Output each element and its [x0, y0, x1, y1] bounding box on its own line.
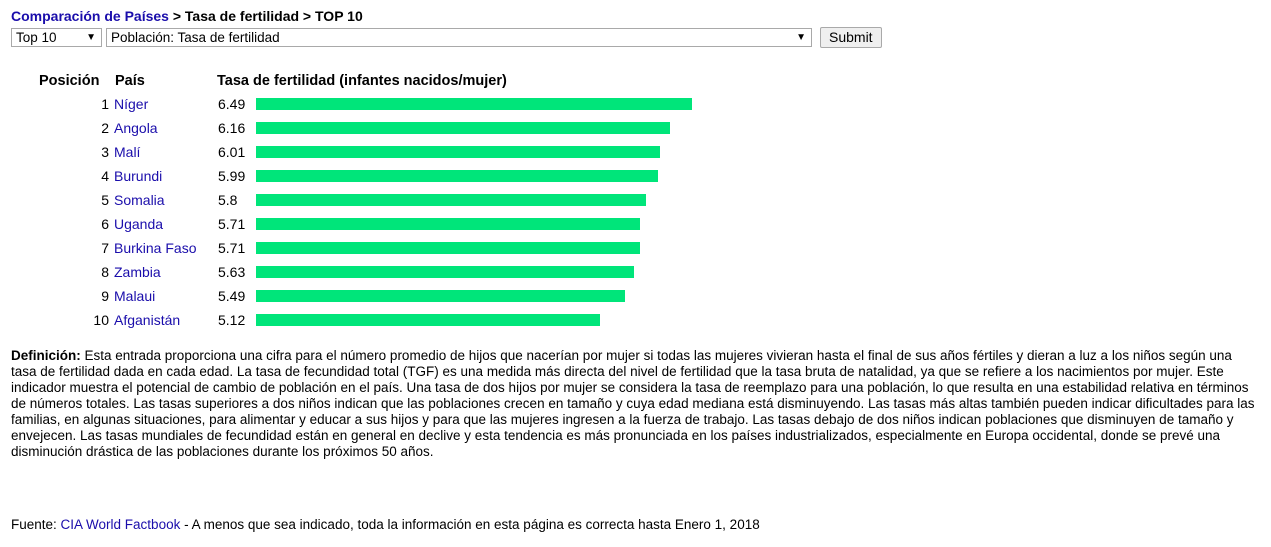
- rate-bar: [256, 170, 658, 182]
- rate-bar: [256, 146, 660, 158]
- definition-label: Definición:: [11, 348, 81, 363]
- breadcrumb-link-country-comparison[interactable]: Comparación de Países: [11, 8, 169, 24]
- country-link[interactable]: Níger: [114, 96, 149, 112]
- rate-value: 6.01: [218, 144, 246, 160]
- ranking-row: 5 Somalia 5.8: [0, 192, 1000, 216]
- country-link[interactable]: Malí: [114, 144, 141, 160]
- source-link[interactable]: CIA World Factbook: [60, 517, 181, 532]
- field-select-value: Población: Tasa de fertilidad: [111, 30, 280, 45]
- rate-bar: [256, 122, 670, 134]
- ranking-row: 8 Zambia 5.63: [0, 264, 1000, 288]
- country-link[interactable]: Zambia: [114, 264, 161, 280]
- ranking-row: 4 Burundi 5.99: [0, 168, 1000, 192]
- rate-bar: [256, 314, 600, 326]
- country-link[interactable]: Angola: [114, 120, 158, 136]
- rank-number: 10: [93, 312, 109, 328]
- country-link[interactable]: Uganda: [114, 216, 164, 232]
- source-text: - A menos que sea indicado, toda la info…: [180, 517, 760, 532]
- rate-value: 5.63: [218, 264, 246, 280]
- country-link[interactable]: Malaui: [114, 288, 156, 304]
- rank-number: 9: [101, 288, 109, 304]
- rate-bar: [256, 194, 646, 206]
- rank-number: 6: [101, 216, 109, 232]
- field-select[interactable]: Población: Tasa de fertilidad ▼: [106, 28, 812, 47]
- rate-value: 5.71: [218, 216, 246, 232]
- breadcrumb-separator: >: [299, 8, 315, 24]
- rate-value: 5.8: [218, 192, 238, 208]
- rate-bar: [256, 98, 692, 110]
- source-line: Fuente: CIA World Factbook - A menos que…: [11, 517, 760, 532]
- rank-number: 7: [101, 240, 109, 256]
- rate-value: 5.71: [218, 240, 246, 256]
- rank-number: 4: [101, 168, 109, 184]
- rate-value: 6.16: [218, 120, 246, 136]
- rate-bar: [256, 242, 640, 254]
- rank-number: 1: [101, 96, 109, 112]
- breadcrumb-level-2: Tasa de fertilidad: [184, 8, 300, 24]
- controls-bar: Top 10 ▼ Población: Tasa de fertilidad ▼…: [11, 27, 882, 48]
- ranking-row: 6 Uganda 5.71: [0, 216, 1000, 240]
- ranking-row: 1 Níger 6.49: [0, 96, 1000, 120]
- rank-number: 3: [101, 144, 109, 160]
- rate-value: 5.12: [218, 312, 246, 328]
- country-link[interactable]: Burundi: [114, 168, 163, 184]
- definition-paragraph: Definición: Esta entrada proporciona una…: [11, 348, 1261, 460]
- header-rate: Tasa de fertilidad (infantes nacidos/muj…: [217, 73, 507, 89]
- source-label: Fuente:: [11, 517, 61, 532]
- rate-bar: [256, 218, 640, 230]
- rate-bar: [256, 290, 625, 302]
- breadcrumb-level-3: TOP 10: [315, 8, 363, 24]
- rank-number: 8: [101, 264, 109, 280]
- rank-number: 5: [101, 192, 109, 208]
- rate-bar: [256, 266, 634, 278]
- ranking-row: 7 Burkina Faso 5.71: [0, 240, 1000, 264]
- dropdown-arrow-icon: ▼: [796, 32, 806, 43]
- country-link[interactable]: Afganistán: [114, 312, 181, 328]
- country-link[interactable]: Burkina Faso: [114, 240, 197, 256]
- rate-value: 5.49: [218, 288, 246, 304]
- rank-number: 2: [101, 120, 109, 136]
- top-n-select-value: Top 10: [16, 30, 57, 45]
- rate-value: 5.99: [218, 168, 246, 184]
- ranking-row: 3 Malí 6.01: [0, 144, 1000, 168]
- country-link[interactable]: Somalia: [114, 192, 165, 208]
- rate-value: 6.49: [218, 96, 246, 112]
- breadcrumb: Comparación de Países > Tasa de fertilid…: [11, 8, 363, 24]
- definition-text: Esta entrada proporciona una cifra para …: [11, 348, 1255, 459]
- ranking-row: 10 Afganistán 5.12: [0, 312, 1000, 336]
- dropdown-arrow-icon: ▼: [86, 32, 96, 43]
- breadcrumb-separator: >: [168, 8, 185, 24]
- header-country: País: [115, 73, 145, 89]
- header-position: Posición: [39, 73, 100, 89]
- ranking-row: 2 Angola 6.16: [0, 120, 1000, 144]
- top-n-select[interactable]: Top 10 ▼: [11, 28, 102, 47]
- ranking-row: 9 Malaui 5.49: [0, 288, 1000, 312]
- submit-button[interactable]: Submit: [820, 27, 882, 48]
